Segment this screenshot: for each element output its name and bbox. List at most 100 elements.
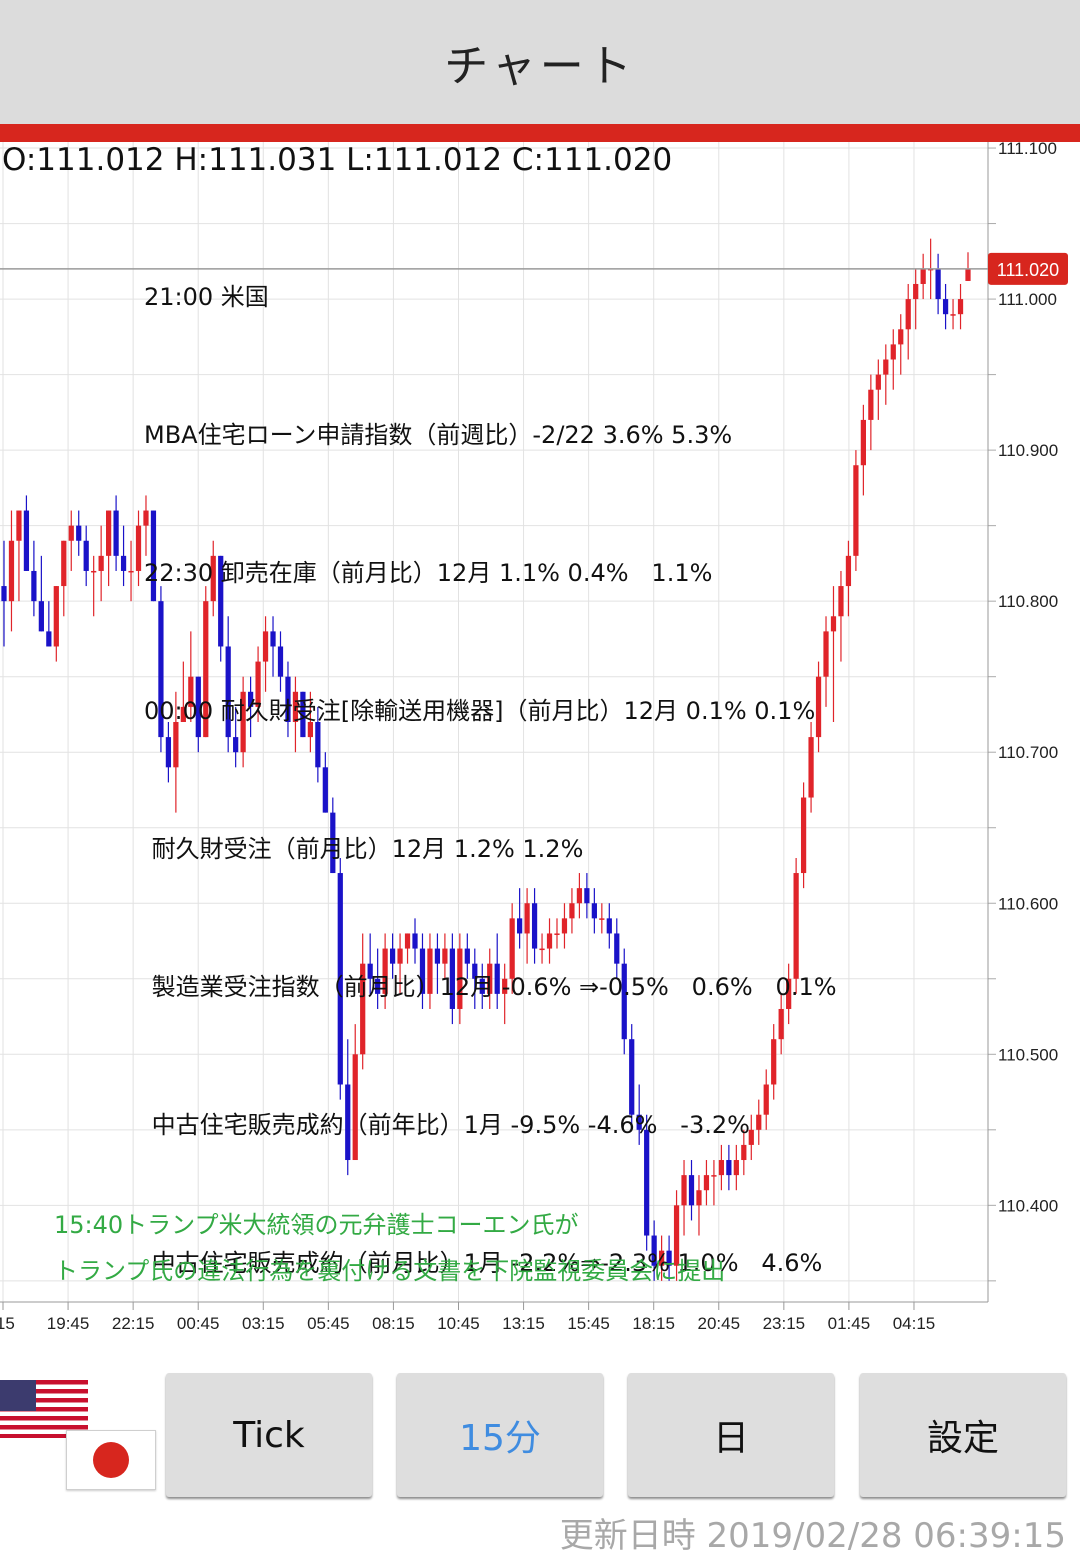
candle-body <box>98 555 104 571</box>
news-line: トランプ氏の違法行為を裏付ける文書を下院監視委員会に提出 <box>54 1257 726 1285</box>
candle-body <box>1 586 7 602</box>
candle-body <box>569 903 575 919</box>
candle-body <box>621 963 627 1040</box>
price-chart[interactable]: :15 19:45 22:15 00:45 03:15 05:45 08:15 10:45 13… <box>0 142 1080 1360</box>
candle-body <box>748 1129 754 1145</box>
accent-bar <box>0 124 1080 142</box>
candle-body <box>397 948 403 964</box>
candle-body <box>561 918 568 934</box>
candle-body <box>38 601 44 632</box>
last-updated-timestamp: 更新日時 2019/02/28 06:39:15 <box>559 1516 1066 1556</box>
candle-body <box>255 661 261 707</box>
candlestick-chart[interactable]: :15 19:45 22:15 00:45 03:15 05:45 08:15 10:45 13… <box>0 142 1080 1360</box>
candle-body <box>434 948 441 964</box>
candle-body <box>883 359 889 375</box>
candle-body <box>128 570 134 573</box>
candle-body <box>479 978 485 994</box>
candle-body <box>158 601 164 738</box>
candle-body <box>404 933 411 949</box>
candle-body <box>942 299 949 315</box>
daily-button[interactable]: 日 <box>628 1373 834 1497</box>
candle-body <box>711 1175 717 1177</box>
candle-body <box>905 299 911 330</box>
candle-body <box>913 283 919 300</box>
candle-body <box>345 1084 351 1161</box>
candle-body <box>673 1205 680 1266</box>
event-line: 22:30 卸売在庫（前月比）12月 1.1% 0.4% 1.1% <box>144 559 713 587</box>
ohlc-readout: O:111.012 H:111.031 L:111.012 C:111.020 <box>2 142 673 178</box>
y-tick-label: 110.900 <box>998 441 1058 460</box>
candle-body <box>950 314 956 316</box>
candle-body <box>165 737 172 768</box>
candle-body <box>853 465 859 556</box>
candle-body <box>173 722 179 768</box>
candle-body <box>703 1175 710 1191</box>
y-tick-label: 110.400 <box>998 1196 1058 1215</box>
candle-body <box>91 570 97 573</box>
candle-body <box>517 918 523 934</box>
candle-body <box>442 948 448 964</box>
candle-body <box>920 268 926 284</box>
candle-body <box>546 933 553 949</box>
tick-button[interactable]: Tick <box>166 1373 372 1497</box>
candle-body <box>8 540 15 602</box>
candle-body <box>61 540 67 587</box>
candle-body <box>382 948 388 994</box>
us-flag-icon[interactable] <box>0 1380 88 1438</box>
candle-body <box>800 797 807 874</box>
candle-body <box>315 722 321 768</box>
candle-body <box>651 1235 657 1266</box>
candle-body <box>457 948 463 1009</box>
candle-body <box>741 1144 747 1161</box>
x-tick-label: 05:45 <box>307 1314 350 1333</box>
candle-body <box>845 555 852 587</box>
candle-body <box>860 419 866 466</box>
candle-body <box>352 1054 358 1161</box>
candle-body <box>225 646 231 738</box>
current-price-badge <box>988 252 1068 285</box>
x-tick-label: 20:45 <box>697 1314 740 1333</box>
candle-body <box>509 918 515 979</box>
candle-body <box>270 631 276 647</box>
settings-button[interactable]: 設定 <box>860 1373 1066 1497</box>
candle-body <box>307 722 314 738</box>
candle-body <box>763 1084 769 1115</box>
candle-body <box>614 933 620 964</box>
candle-body <box>277 646 284 677</box>
candle-body <box>808 737 814 798</box>
candle-body <box>658 1250 665 1266</box>
candle-body <box>150 510 157 602</box>
candle-body <box>367 963 373 979</box>
candle-body <box>875 374 881 390</box>
candle-body <box>718 1160 725 1176</box>
candle-body <box>599 918 605 920</box>
x-tick-label: 15:45 <box>567 1314 610 1333</box>
candle-body <box>823 631 829 677</box>
candle-body <box>629 1039 635 1115</box>
candle-body <box>576 888 583 904</box>
candle-body <box>375 978 381 994</box>
event-line: 00:00 耐久財受注[除輸送用機器]（前月比）12月 0.1% 0.1% <box>144 697 816 725</box>
candle-body <box>756 1114 762 1130</box>
candle-body <box>838 586 844 617</box>
candle-body <box>143 510 149 526</box>
candle-body <box>793 873 799 979</box>
candle-body <box>300 691 306 738</box>
x-tick-label: 22:15 <box>112 1314 155 1333</box>
candle-body <box>965 268 971 281</box>
candle-body <box>815 676 822 738</box>
candle-body <box>106 510 112 556</box>
candle-body <box>449 948 455 1009</box>
candle-body <box>733 1160 739 1176</box>
candle-body <box>412 933 418 949</box>
candle-body <box>23 510 30 571</box>
candle-body <box>330 812 336 874</box>
japan-flag-icon[interactable] <box>66 1430 156 1490</box>
news-line: 15:40トランプ米大統領の元弁護士コーエン氏が <box>54 1211 579 1239</box>
candle-body <box>31 570 37 602</box>
15min-button[interactable]: 15分 <box>397 1373 603 1497</box>
x-tick-label: 00:45 <box>177 1314 220 1333</box>
y-tick-label: 110.600 <box>998 894 1058 913</box>
candle-body <box>688 1175 695 1206</box>
candle-body <box>502 978 508 994</box>
